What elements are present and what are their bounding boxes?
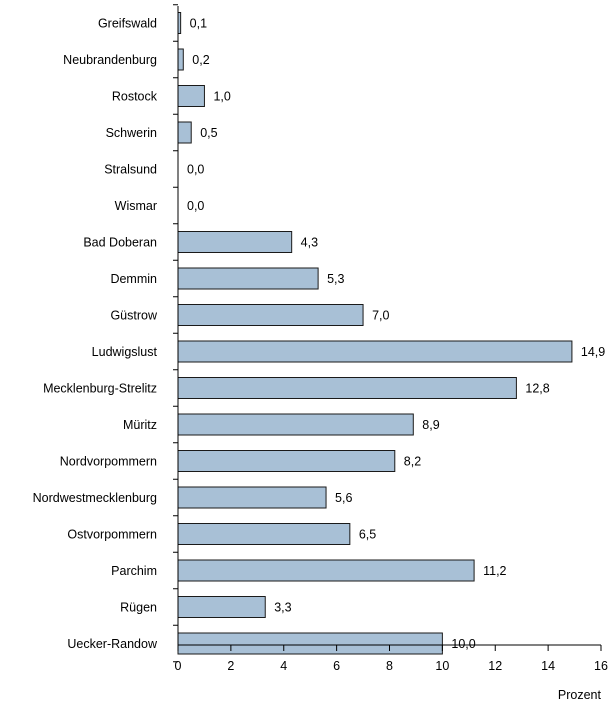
category-labels: Greifswald Neubrandenburg Rostock Schwerin S… [33, 17, 158, 652]
category-label: Nordwestmecklenburg [33, 491, 157, 505]
category-label: Stralsund [104, 163, 157, 177]
value-label: 5,6 [335, 491, 352, 505]
category-label: Ostvorpommern [67, 528, 157, 542]
bar [177, 304, 364, 326]
bar [177, 486, 327, 509]
bar [177, 267, 319, 290]
x-tick-label: 10 [435, 659, 449, 673]
category-label: Rügen [120, 601, 157, 615]
value-label: 0,2 [192, 53, 209, 67]
bar [177, 48, 184, 71]
value-label: 0,0 [187, 163, 204, 177]
value-label: 0,5 [200, 126, 217, 140]
category-label: Müritz [123, 418, 157, 432]
category-label: Schwerin [106, 126, 157, 140]
value-labels: 0,1 0,2 1,0 0,5 0,0 0,0 4,3 5,3 7,0 14,9 12,8 8,9 8,… [187, 17, 605, 652]
value-label: 7,0 [372, 309, 389, 323]
bar [177, 231, 293, 253]
bar [177, 377, 517, 399]
value-label: 5,3 [327, 272, 344, 286]
bar [177, 413, 414, 436]
bar [177, 450, 396, 472]
value-label: 0,0 [187, 199, 204, 213]
category-label: Nordvorpommern [60, 455, 157, 469]
category-label: Neubrandenburg [63, 53, 157, 67]
value-label: 10,0 [451, 637, 475, 651]
x-tick-label: 12 [488, 659, 502, 673]
category-label: Uecker-Randow [67, 637, 158, 651]
bar [177, 523, 351, 545]
bar [177, 632, 443, 655]
value-label: 6,5 [359, 528, 376, 542]
category-label: Wismar [115, 199, 157, 213]
category-label: Parchim [111, 564, 157, 578]
x-tick-label: 2 [227, 659, 234, 673]
x-tick-label: 4 [280, 659, 287, 673]
x-axis-label: Prozent [558, 688, 602, 702]
x-tick-label: 16 [594, 659, 608, 673]
category-label: Rostock [112, 90, 158, 104]
value-label: 1,0 [213, 90, 230, 104]
x-axis-tick-labels: 0 2 4 6 8 10 12 14 16 [175, 659, 608, 673]
bar [177, 596, 266, 618]
value-label: 14,9 [581, 345, 605, 359]
bars-group [177, 12, 573, 655]
category-label: Bad Doberan [83, 236, 157, 250]
axes-group: 0 2 4 6 8 10 12 14 16 [173, 4, 608, 673]
value-label: 8,9 [422, 418, 439, 432]
value-label: 4,3 [301, 236, 318, 250]
bar [177, 559, 475, 582]
y-axis-ticks [173, 4, 178, 663]
category-label: Ludwigslust [92, 345, 158, 359]
value-label: 8,2 [404, 455, 421, 469]
x-tick-label: 0 [175, 659, 182, 673]
value-label: 0,1 [190, 17, 207, 31]
value-label: 3,3 [274, 601, 291, 615]
value-label: 11,2 [483, 564, 506, 578]
value-label: 12,8 [525, 382, 549, 396]
category-label: Mecklenburg-Strelitz [43, 382, 157, 396]
x-tick-label: 14 [541, 659, 555, 673]
x-axis-ticks [177, 645, 602, 651]
x-tick-label: 6 [333, 659, 340, 673]
bar [177, 340, 573, 363]
bar [177, 121, 192, 144]
category-label: Demmin [110, 272, 157, 286]
bar [177, 85, 205, 107]
x-tick-label: 8 [386, 659, 393, 673]
category-label: Greifswald [98, 17, 157, 31]
category-label: Güstrow [110, 309, 158, 323]
